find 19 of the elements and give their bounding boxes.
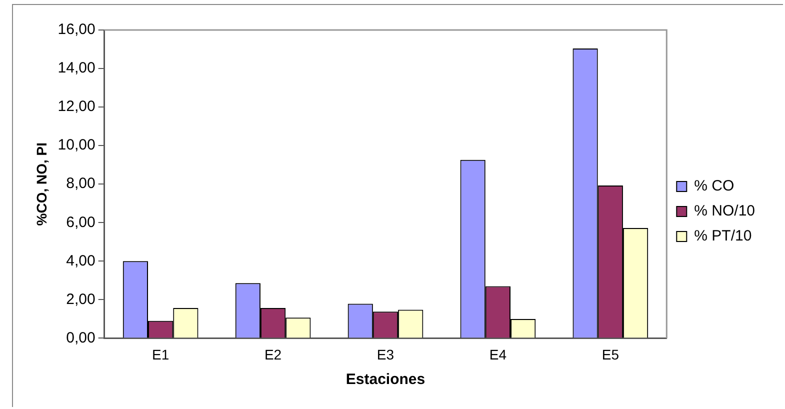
legend-label: % NO/10 bbox=[694, 202, 755, 220]
y-tick-label: 14,00 bbox=[58, 60, 96, 77]
y-tick-label: 16,00 bbox=[58, 21, 96, 38]
x-tick-label: E4 bbox=[489, 346, 507, 362]
x-tick-label: E3 bbox=[376, 346, 394, 362]
legend-label: % PT/10 bbox=[694, 228, 752, 245]
x-axis-title: Estaciones bbox=[346, 371, 426, 388]
x-tick-label: E1 bbox=[152, 346, 170, 362]
legend-label: % CO bbox=[694, 178, 734, 195]
y-axis-title: %CO, NO, PI bbox=[33, 142, 50, 226]
y-tick-label: 4,00 bbox=[66, 252, 96, 270]
y-tick-label: 6,00 bbox=[66, 214, 96, 231]
y-tick-label: 0,00 bbox=[66, 329, 96, 346]
y-tick-label: 12,00 bbox=[58, 98, 96, 116]
y-tick-label: 10,00 bbox=[58, 136, 96, 154]
x-tick-label: E2 bbox=[264, 346, 282, 362]
x-tick-label: E5 bbox=[602, 346, 620, 362]
y-tick-label: 2,00 bbox=[66, 290, 96, 308]
y-tick-label: 8,00 bbox=[66, 175, 96, 192]
